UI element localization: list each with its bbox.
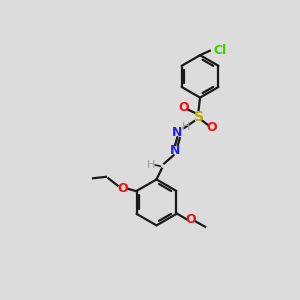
Text: N: N bbox=[170, 144, 180, 157]
Text: O: O bbox=[206, 122, 217, 134]
Text: H: H bbox=[182, 122, 190, 132]
Text: O: O bbox=[178, 101, 189, 114]
Text: S: S bbox=[194, 110, 204, 124]
Text: N: N bbox=[172, 125, 183, 139]
Text: O: O bbox=[117, 182, 128, 195]
Text: O: O bbox=[186, 213, 196, 226]
Text: H: H bbox=[146, 160, 155, 170]
Text: Cl: Cl bbox=[213, 44, 226, 57]
